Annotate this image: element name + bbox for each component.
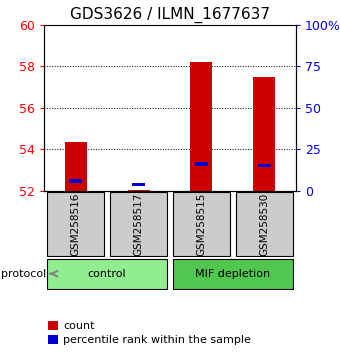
- Text: GSM258530: GSM258530: [259, 192, 269, 256]
- Text: control: control: [88, 269, 126, 279]
- Text: percentile rank within the sample: percentile rank within the sample: [63, 335, 251, 345]
- Bar: [195, 162, 208, 166]
- Bar: [132, 183, 145, 186]
- FancyBboxPatch shape: [47, 259, 167, 289]
- Text: GSM258515: GSM258515: [197, 192, 206, 256]
- Text: protocol: protocol: [1, 269, 47, 279]
- Bar: [258, 164, 271, 167]
- Title: GDS3626 / ILMN_1677637: GDS3626 / ILMN_1677637: [70, 7, 270, 23]
- Text: MIF depletion: MIF depletion: [195, 269, 270, 279]
- FancyBboxPatch shape: [173, 192, 230, 256]
- Bar: [69, 179, 82, 183]
- Bar: [253, 76, 275, 191]
- Text: count: count: [63, 321, 95, 331]
- FancyBboxPatch shape: [47, 192, 104, 256]
- FancyBboxPatch shape: [110, 192, 167, 256]
- FancyBboxPatch shape: [236, 192, 293, 256]
- Bar: [65, 142, 87, 191]
- Bar: [128, 190, 150, 191]
- Text: GSM258516: GSM258516: [71, 192, 81, 256]
- Bar: [190, 62, 212, 191]
- Text: GSM258517: GSM258517: [134, 192, 143, 256]
- FancyBboxPatch shape: [173, 259, 293, 289]
